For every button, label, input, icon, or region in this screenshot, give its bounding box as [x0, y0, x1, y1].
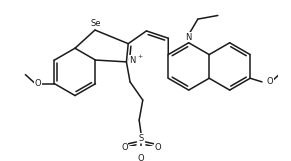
- Text: +: +: [137, 54, 143, 59]
- Text: O: O: [121, 143, 128, 152]
- Text: O: O: [35, 79, 41, 88]
- Text: O: O: [154, 143, 161, 152]
- Text: O: O: [138, 154, 144, 161]
- Text: Se: Se: [91, 19, 101, 28]
- Text: N: N: [129, 56, 136, 65]
- Text: O: O: [267, 77, 273, 86]
- Text: N: N: [186, 33, 192, 42]
- Text: S: S: [138, 134, 143, 143]
